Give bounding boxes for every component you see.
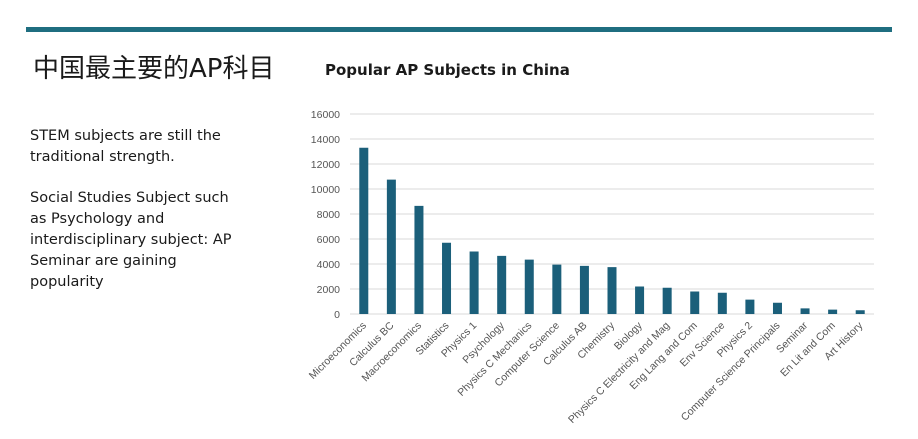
bar	[662, 287, 672, 314]
bar	[828, 309, 838, 314]
chart-title: Popular AP Subjects in China	[325, 61, 570, 79]
bar	[717, 292, 727, 314]
bar	[772, 302, 782, 314]
y-tick-label: 2000	[317, 284, 341, 296]
y-tick-label: 16000	[311, 109, 340, 121]
bar-chart: Popular AP Subjects in China 0 2000 4000 60…	[290, 52, 900, 439]
bar	[745, 299, 755, 314]
body-paragraph-social-studies: Social Studies Subject such as Psycholog…	[30, 190, 232, 290]
y-tick-label: 0	[334, 309, 340, 321]
gridlines	[350, 113, 874, 315]
bar	[442, 242, 452, 314]
bar	[386, 179, 396, 314]
bar-chart-svg: Popular AP Subjects in China 0 2000 4000 60…	[307, 61, 874, 426]
y-axis-ticks: 0 2000 4000 6000 8000 10000 12000 14000 16000	[311, 109, 340, 321]
bar	[469, 251, 479, 314]
bar	[552, 264, 562, 314]
bar	[855, 310, 865, 314]
y-tick-label: 12000	[311, 159, 340, 171]
bar	[414, 205, 424, 314]
slide-title: 中国最主要的AP科目	[33, 54, 275, 84]
bar	[524, 259, 534, 314]
bars	[359, 147, 865, 314]
y-tick-label: 14000	[311, 134, 340, 146]
body-text: STEM subjects are still the traditional …	[30, 126, 245, 313]
bar	[579, 265, 589, 314]
top-accent-rule	[26, 27, 892, 32]
y-tick-label: 8000	[317, 209, 341, 221]
bar	[607, 267, 617, 314]
y-tick-label: 4000	[317, 259, 341, 271]
bar	[359, 147, 369, 314]
y-tick-label: 6000	[317, 234, 341, 246]
bar	[800, 308, 810, 314]
bar	[635, 286, 645, 314]
bar	[690, 291, 700, 314]
body-paragraph-stem: STEM subjects are still the traditional …	[30, 128, 221, 165]
y-tick-label: 10000	[311, 184, 340, 196]
bar	[497, 255, 507, 314]
